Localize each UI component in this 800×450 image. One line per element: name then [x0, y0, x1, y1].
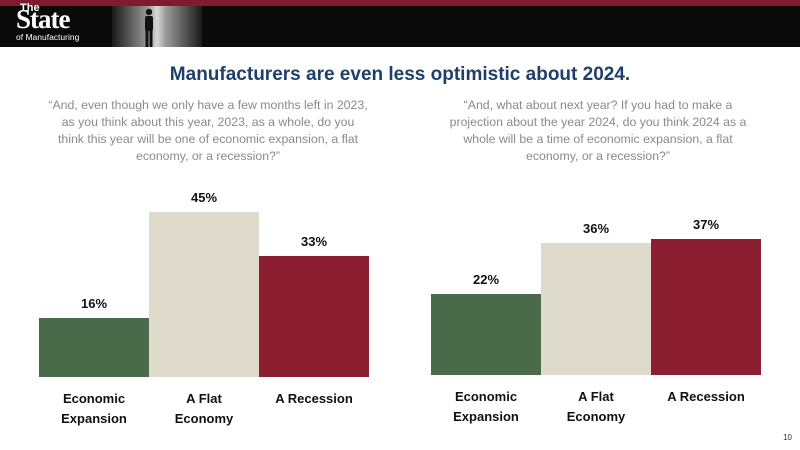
bar-flat [149, 212, 259, 377]
bar-flat [541, 243, 651, 375]
category-label-recession: A Recession [667, 389, 745, 404]
data-label-expansion: 16% [80, 296, 108, 311]
bar-expansion [431, 294, 541, 375]
question-2024: “And, what about next year? If you had t… [449, 98, 747, 163]
header-accent-bar [0, 0, 800, 6]
category-label-recession: A Recession [275, 391, 353, 406]
category-label-flat: A Flat Economy [566, 389, 626, 424]
bar-recession [259, 256, 369, 377]
data-label-expansion: 22% [472, 272, 500, 287]
bar-expansion [39, 318, 149, 377]
logo-state-text: State [16, 4, 70, 34]
data-label-flat: 45% [190, 190, 218, 205]
category-label-flat: A Flat Economy [174, 391, 234, 426]
silhouette-figure-icon [145, 8, 153, 47]
category-label-expansion: Economic Expansion [61, 391, 127, 426]
page-number: 10 [783, 433, 792, 442]
header-banner: State The of Manufacturing [0, 0, 800, 47]
data-label-recession: 33% [300, 234, 328, 249]
logo-the-text: The [20, 2, 40, 14]
header-doorway-image [112, 6, 202, 47]
logo-manufacturing-text: of Manufacturing [16, 32, 80, 42]
slide-title: Manufacturers are even less optimistic a… [169, 64, 631, 85]
category-label-expansion: Economic Expansion [453, 389, 519, 424]
question-2023: “And, even though we only have a few mon… [48, 98, 368, 163]
bar-recession [651, 239, 761, 375]
data-label-flat: 36% [582, 221, 610, 236]
data-label-recession: 37% [692, 217, 720, 232]
